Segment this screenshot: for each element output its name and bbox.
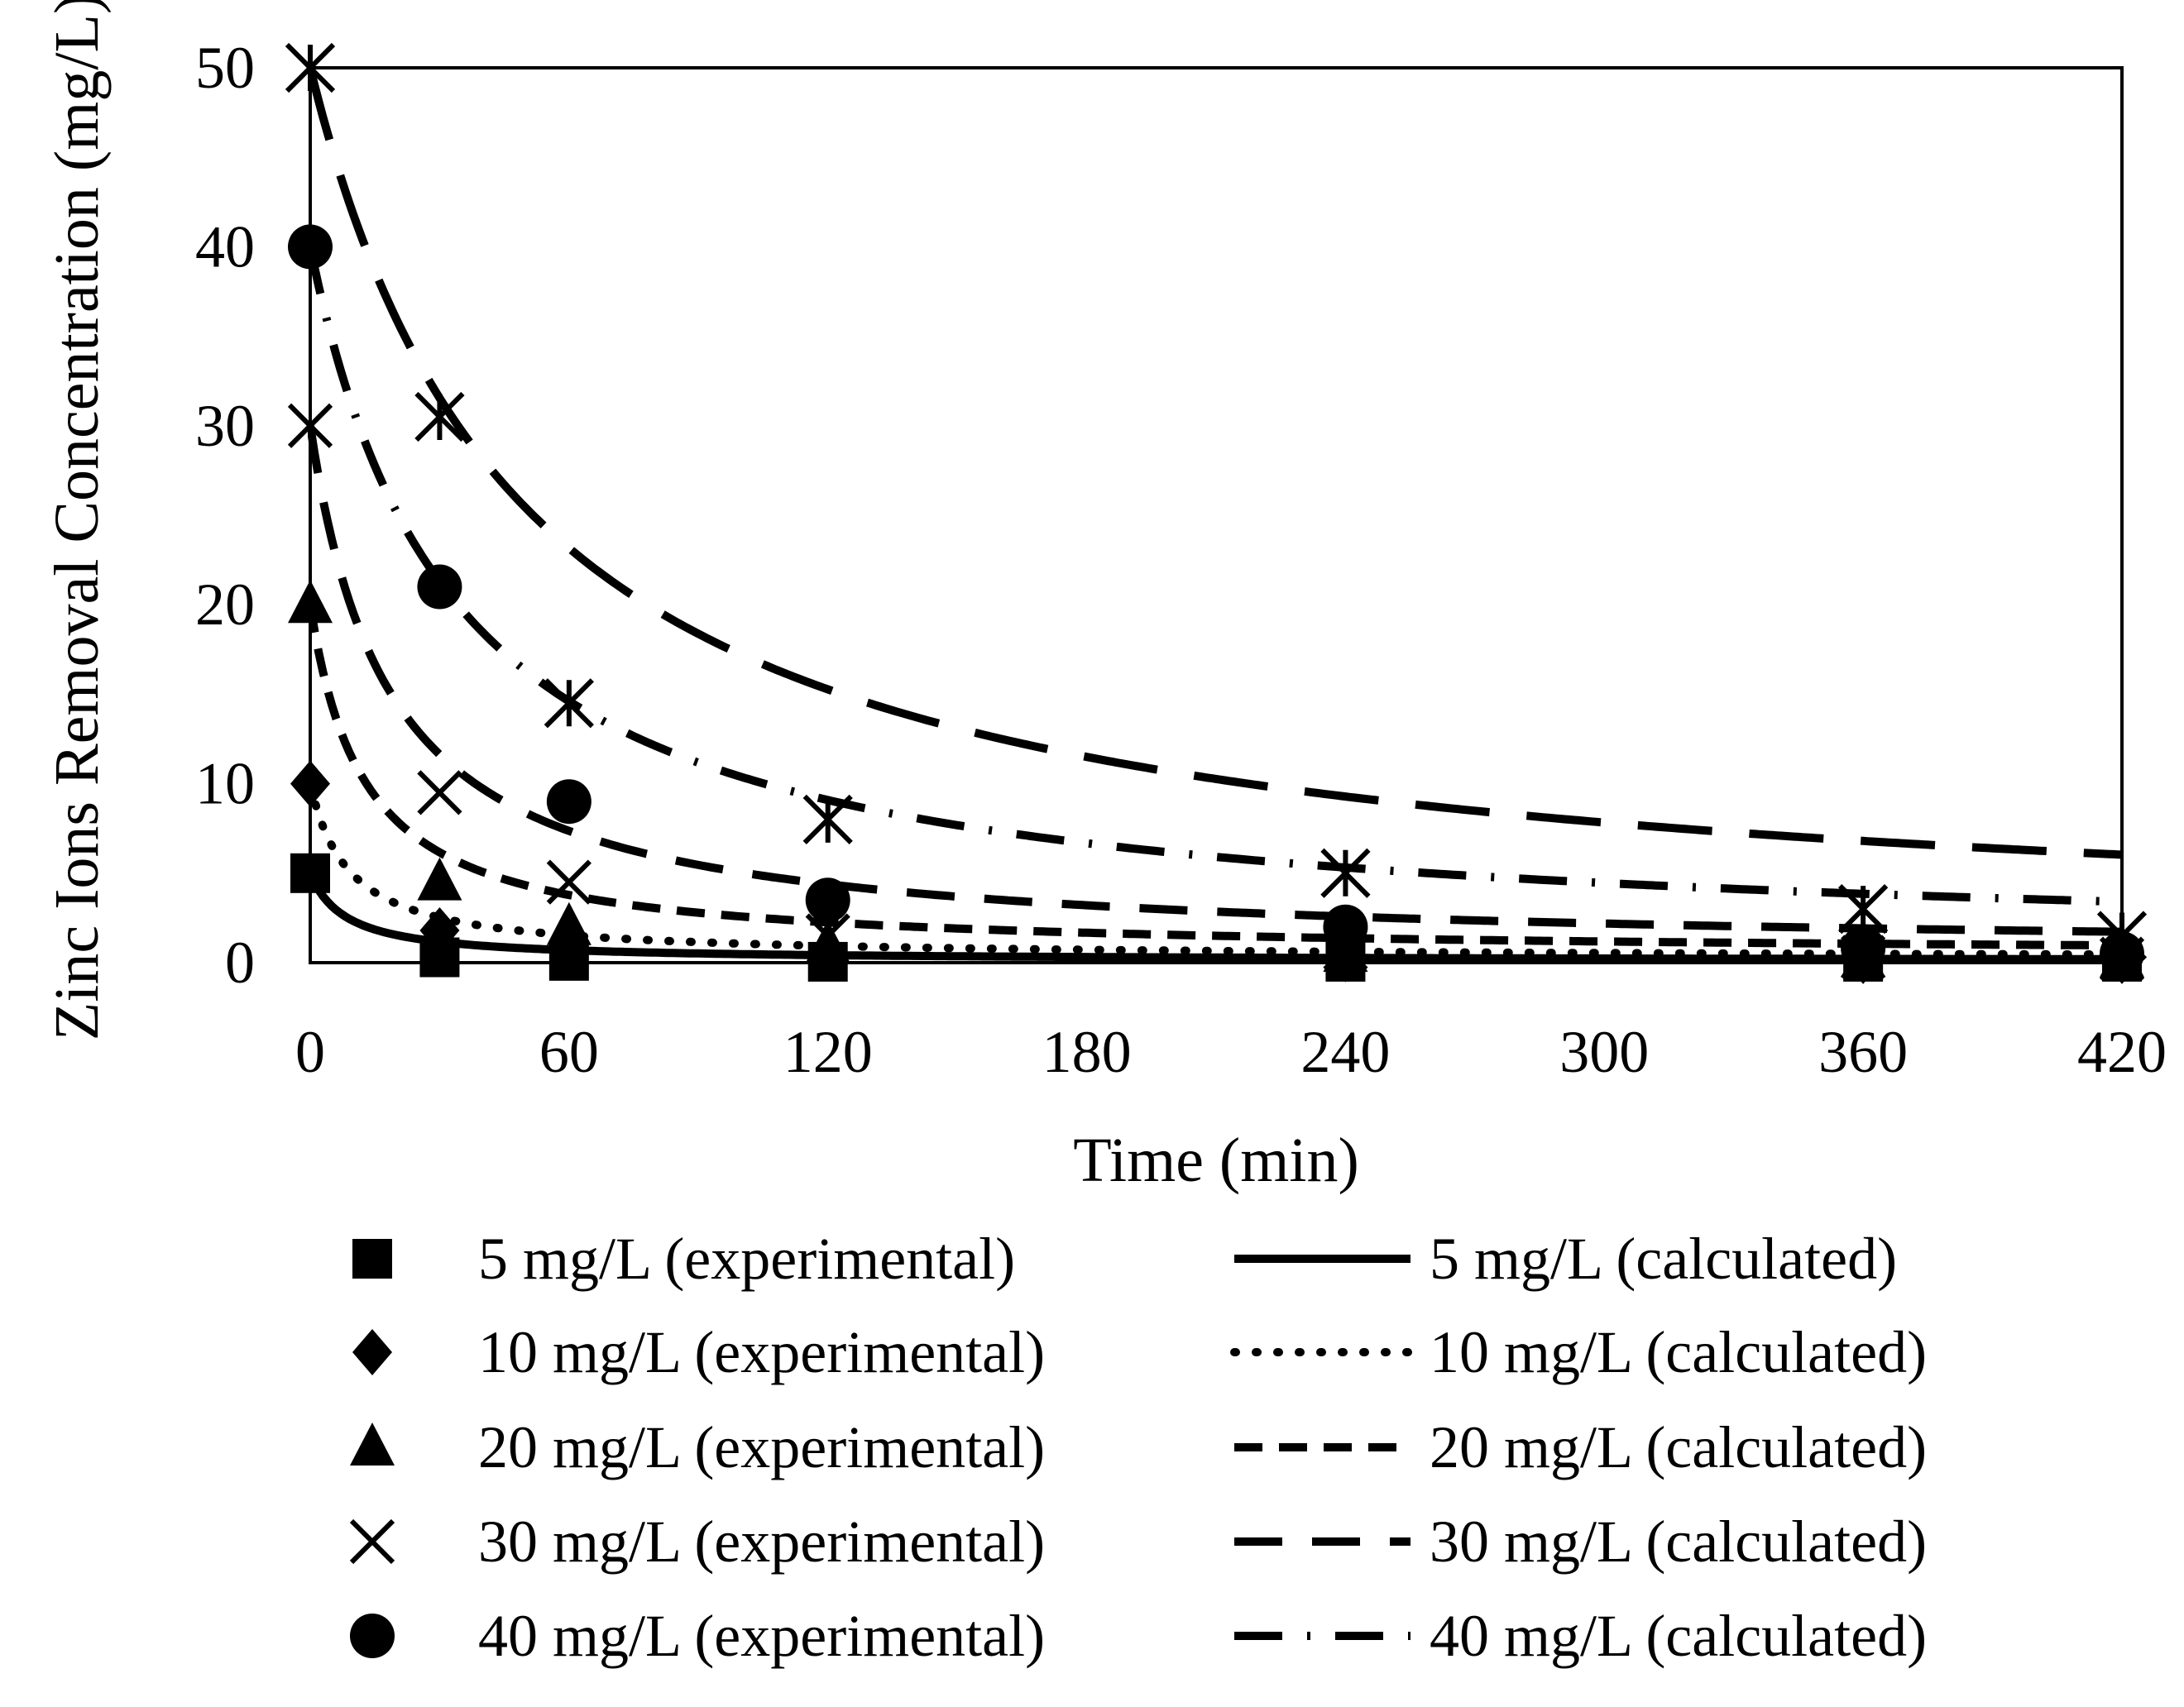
- legend-marker-c5: [352, 1239, 392, 1279]
- legend-marker-c20: [350, 1422, 395, 1466]
- calc-line-c5: [308, 871, 2122, 963]
- point-c10: [290, 760, 330, 807]
- legend-label-experimental: 40 mg/L (experimental): [478, 1603, 1045, 1669]
- point-c50: [1838, 883, 1889, 935]
- x-tick-label: 180: [1042, 1019, 1132, 1085]
- legend-label-calculated: 10 mg/L (calculated): [1430, 1319, 1927, 1385]
- point-c20: [805, 920, 850, 963]
- point-c50: [2096, 911, 2148, 961]
- calc-line-c30: [308, 425, 2123, 936]
- point-c50: [1320, 848, 1371, 898]
- point-c20: [417, 857, 462, 901]
- x-tick-label: 60: [539, 1019, 599, 1085]
- point-c20: [546, 901, 592, 945]
- point-c40: [417, 564, 462, 610]
- experimental-points: [285, 42, 2148, 984]
- plot-frame: [309, 66, 2124, 964]
- legend-marker-c10: [352, 1329, 392, 1375]
- legend: 5 mg/L (experimental) 5 mg/L (calculated)…: [349, 1226, 1927, 1669]
- y-axis-title: Zinc Ions Removal Concentration (mg/L): [42, 0, 112, 1040]
- point-c30: [287, 403, 333, 448]
- point-c40: [1323, 904, 1368, 949]
- point-c5: [290, 853, 330, 893]
- point-c10: [419, 907, 460, 954]
- calculated-curves: [308, 66, 2124, 963]
- legend-label-experimental: 10 mg/L (experimental): [478, 1319, 1045, 1385]
- point-c40: [1841, 925, 1886, 971]
- x-tick-label: 420: [2077, 1019, 2167, 1085]
- legend-label-calculated: 30 mg/L (calculated): [1430, 1509, 1927, 1575]
- x-tick-label: 120: [783, 1019, 873, 1085]
- point-c50: [285, 42, 336, 93]
- legend-marker-c40: [350, 1614, 395, 1658]
- legend-label-calculated: 40 mg/L (calculated): [1430, 1603, 1927, 1669]
- point-c30: [417, 770, 462, 815]
- point-c30: [805, 913, 850, 959]
- y-tick-label: 20: [195, 571, 255, 638]
- legend-marker-c30: [349, 1518, 395, 1565]
- point-c30: [546, 859, 592, 905]
- point-c40: [288, 224, 333, 270]
- point-c20: [288, 580, 333, 624]
- legend-label-calculated: 5 mg/L (calculated): [1430, 1226, 1897, 1292]
- point-c40: [805, 877, 850, 923]
- calc-line-c50: [308, 66, 2123, 859]
- point-c50: [802, 794, 853, 845]
- legend-label-experimental: 5 mg/L (experimental): [478, 1226, 1015, 1292]
- legend-label-experimental: 30 mg/L (experimental): [478, 1509, 1045, 1575]
- legend-label-calculated: 20 mg/L (calculated): [1430, 1414, 1927, 1480]
- x-tick-label: 360: [1818, 1019, 1908, 1085]
- point-c40: [546, 779, 592, 825]
- y-tick-label: 40: [195, 213, 255, 280]
- point-c50: [544, 678, 594, 729]
- y-tick-label: 30: [195, 393, 255, 459]
- axis-tick-labels: 0 60 120 180 240 300 360 420 0 10 20 30 40 50: [195, 35, 2167, 1085]
- y-tick-label: 10: [195, 751, 255, 817]
- point-c50: [414, 391, 465, 442]
- y-tick-label: 0: [225, 930, 255, 996]
- calc-line-c20: [308, 604, 2122, 950]
- x-tick-label: 0: [295, 1019, 325, 1085]
- x-axis-title: Time (min): [1073, 1126, 1359, 1195]
- legend-label-experimental: 20 mg/L (experimental): [478, 1414, 1045, 1480]
- x-tick-label: 300: [1559, 1019, 1649, 1085]
- y-tick-label: 50: [195, 35, 255, 101]
- x-tick-label: 240: [1300, 1019, 1390, 1085]
